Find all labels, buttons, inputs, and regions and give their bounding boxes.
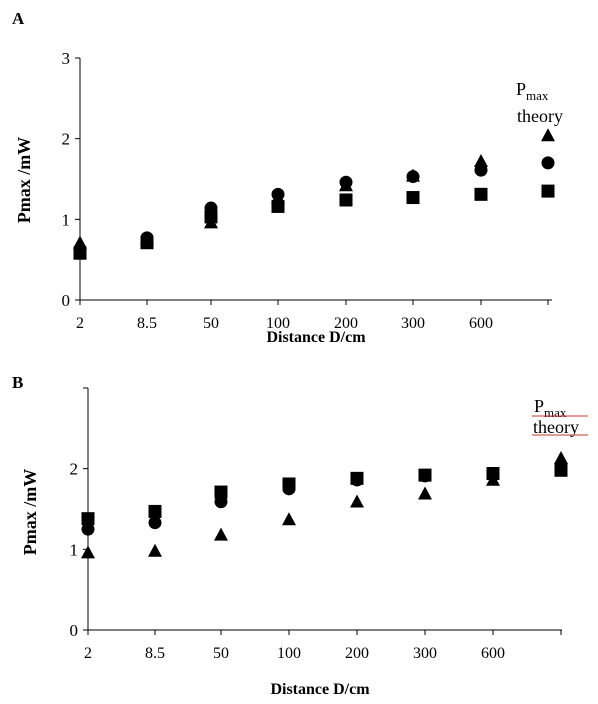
x-tick-label-a: 50	[203, 315, 219, 332]
theory-label-b-line2: theory	[533, 417, 579, 437]
x-ticks-a: 2 8.5 50 100 200 300 600	[76, 300, 549, 332]
triangle-point-b	[486, 472, 500, 486]
x-tick-label-b: 600	[481, 645, 505, 662]
theory-label-b-main: P	[534, 396, 544, 416]
triangle-point-a	[474, 154, 488, 168]
x-tick-label-a: 2	[76, 315, 84, 332]
y-ticks-b: 0 1 2	[70, 387, 88, 640]
data-points-a	[73, 128, 555, 260]
x-tick-label-a: 300	[401, 315, 425, 332]
triangle-point-b	[418, 486, 432, 500]
square-point-a	[339, 193, 353, 207]
circle-point-b	[418, 469, 432, 483]
square-point-a	[474, 187, 488, 201]
triangle-point-b	[282, 512, 296, 526]
y-tick-label-b: 2	[70, 460, 79, 479]
theory-label-a-main: P	[516, 79, 526, 99]
x-tick-label-b: 50	[213, 645, 229, 662]
theory-label-a-line2: theory	[517, 106, 563, 126]
circle-point-a	[541, 156, 555, 170]
x-ticks-b: 2 8.5 50 100 200 300 600	[84, 630, 562, 662]
triangle-point-b	[554, 450, 568, 464]
square-point-b	[148, 504, 162, 518]
y-tick-label-a: 0	[62, 291, 71, 310]
x-tick-label-b: 100	[277, 645, 301, 662]
circle-point-b	[214, 495, 228, 509]
triangle-point-a	[339, 178, 353, 192]
theory-label-a-sub: max	[526, 88, 549, 103]
x-tick-label-a: 600	[469, 315, 493, 332]
triangle-point-a	[541, 128, 555, 142]
triangle-point-a	[271, 190, 285, 204]
y-axis-title-b: Pmax /mW	[20, 469, 40, 555]
circle-point-a	[204, 201, 218, 215]
circle-point-b	[282, 482, 296, 496]
y-axis-title-a: Pmax /mW	[14, 137, 34, 223]
triangle-point-b	[214, 527, 228, 541]
x-tick-label-b: 200	[345, 645, 369, 662]
triangle-point-b	[81, 545, 95, 559]
triangle-point-b	[148, 543, 162, 557]
triangle-point-a	[73, 235, 87, 249]
triangle-point-a	[140, 231, 154, 245]
y-tick-label-a: 2	[62, 130, 71, 149]
panel-label-b: B	[12, 373, 23, 392]
x-tick-label-a: 8.5	[137, 315, 157, 332]
square-point-a	[406, 191, 420, 205]
square-point-a	[541, 184, 555, 198]
x-tick-label-a: 200	[334, 315, 358, 332]
theory-label-a: Pmax	[516, 79, 549, 103]
y-tick-label-b: 1	[70, 540, 79, 559]
y-tick-label-a: 1	[62, 210, 71, 229]
y-tick-label-a: 3	[62, 49, 71, 68]
x-tick-label-b: 300	[413, 645, 437, 662]
square-point-b	[81, 512, 95, 526]
panel-a: A 0 1 2 3 2 8.5 50 100 200 300 600 Pmax theory Di…	[12, 9, 563, 346]
y-tick-label-b: 0	[70, 621, 79, 640]
x-axis-title-a: Distance D/cm	[266, 329, 366, 346]
circle-point-b	[350, 473, 364, 487]
triangle-point-a	[406, 168, 420, 182]
data-points-b	[81, 450, 568, 559]
triangle-point-a	[204, 215, 218, 229]
x-tick-label-b: 2	[84, 645, 92, 662]
circle-point-b	[81, 522, 95, 536]
x-tick-label-b: 8.5	[145, 645, 165, 662]
x-tick-label-a: 100	[266, 315, 290, 332]
x-axis-title-b: Distance D/cm	[270, 681, 370, 698]
square-point-b	[214, 485, 228, 499]
panel-b: B 012 2 8.5 50 100 200 300 600 Pmax theory Dis…	[12, 373, 588, 698]
triangle-point-b	[350, 494, 364, 508]
circle-point-b	[148, 516, 162, 530]
panel-label-a: A	[12, 9, 25, 28]
y-ticks-a: 0 1 2 3	[62, 49, 80, 310]
